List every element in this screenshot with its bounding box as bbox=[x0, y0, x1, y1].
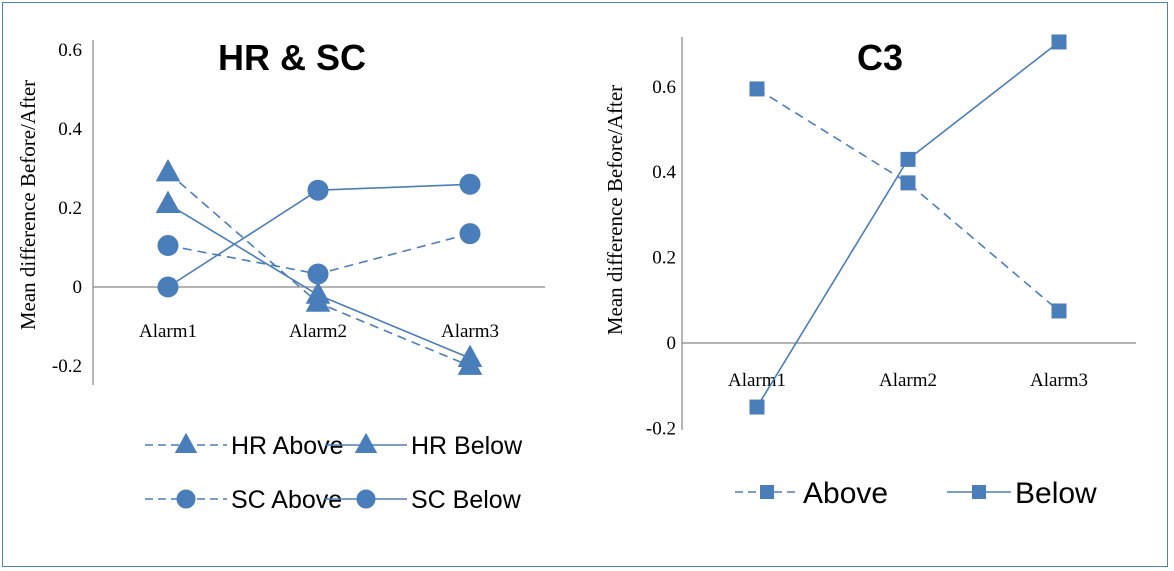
x-tick-label: Alarm2 bbox=[879, 370, 937, 391]
legend-label: Below bbox=[1015, 477, 1097, 510]
series-line bbox=[756, 41, 1060, 408]
data-point-marker bbox=[900, 151, 916, 167]
y-tick-label: 0.6 bbox=[652, 77, 676, 98]
y-tick-label: 0.4 bbox=[58, 119, 82, 140]
y-tick-label: 0 bbox=[73, 277, 83, 298]
x-tick-label: Alarm1 bbox=[139, 321, 197, 342]
x-tick-label: Alarm1 bbox=[728, 370, 786, 391]
y-tick-label: -0.2 bbox=[646, 418, 676, 439]
legend-label: Above bbox=[803, 477, 888, 510]
legend-marker bbox=[356, 489, 376, 509]
chart-title: C3 bbox=[857, 37, 903, 78]
legend-label: SC Below bbox=[411, 486, 522, 514]
data-point-marker bbox=[749, 399, 765, 415]
x-tick-label: Alarm3 bbox=[1030, 370, 1088, 391]
legend-marker bbox=[972, 485, 986, 499]
data-point-marker bbox=[900, 175, 916, 191]
chart-c3: -0.2 0 0.2 0.4 0.6 Alarm1 Alarm2 Alarm3 C3 Mean d… bbox=[603, 34, 1136, 510]
y-tick-label: 0.4 bbox=[652, 162, 676, 183]
legend-label: SC Above bbox=[231, 486, 342, 514]
data-point-marker bbox=[155, 190, 181, 213]
y-tick-label: 0.6 bbox=[58, 40, 82, 61]
data-point-marker bbox=[307, 263, 329, 285]
y-axis-label: Mean difference Before/After bbox=[603, 85, 627, 335]
legend-marker bbox=[354, 432, 378, 454]
legend-label: HR Below bbox=[411, 432, 523, 460]
data-point-marker bbox=[307, 179, 329, 201]
data-point-marker bbox=[305, 281, 331, 304]
x-tick-label: Alarm3 bbox=[441, 321, 499, 342]
y-tick-label: 0.2 bbox=[58, 198, 82, 219]
data-point-marker bbox=[749, 81, 765, 97]
data-point-marker bbox=[157, 235, 179, 257]
data-point-marker bbox=[1051, 303, 1067, 319]
y-axis-label: Mean difference Before/After bbox=[16, 80, 40, 330]
data-point-marker bbox=[457, 344, 483, 367]
data-point-marker bbox=[157, 276, 179, 298]
y-tick-label: 0.2 bbox=[652, 248, 676, 269]
legend-marker bbox=[176, 489, 196, 509]
data-point-marker bbox=[1051, 34, 1067, 50]
chart-hr-sc: -0.2 0 0.2 0.4 0.6 Alarm1 Alarm2 Alarm3 HR & SC M… bbox=[16, 37, 545, 514]
data-point-marker bbox=[459, 223, 481, 245]
data-point-marker bbox=[155, 159, 181, 182]
data-point-marker bbox=[459, 173, 481, 195]
legend-label: HR Above bbox=[231, 432, 344, 460]
series-line bbox=[756, 88, 1060, 312]
y-tick-label: -0.2 bbox=[52, 356, 82, 377]
x-tick-label: Alarm2 bbox=[289, 321, 347, 342]
legend-marker bbox=[174, 432, 198, 454]
chart-title: HR & SC bbox=[218, 37, 366, 78]
y-tick-label: 0 bbox=[667, 333, 677, 354]
legend-marker bbox=[760, 485, 774, 499]
